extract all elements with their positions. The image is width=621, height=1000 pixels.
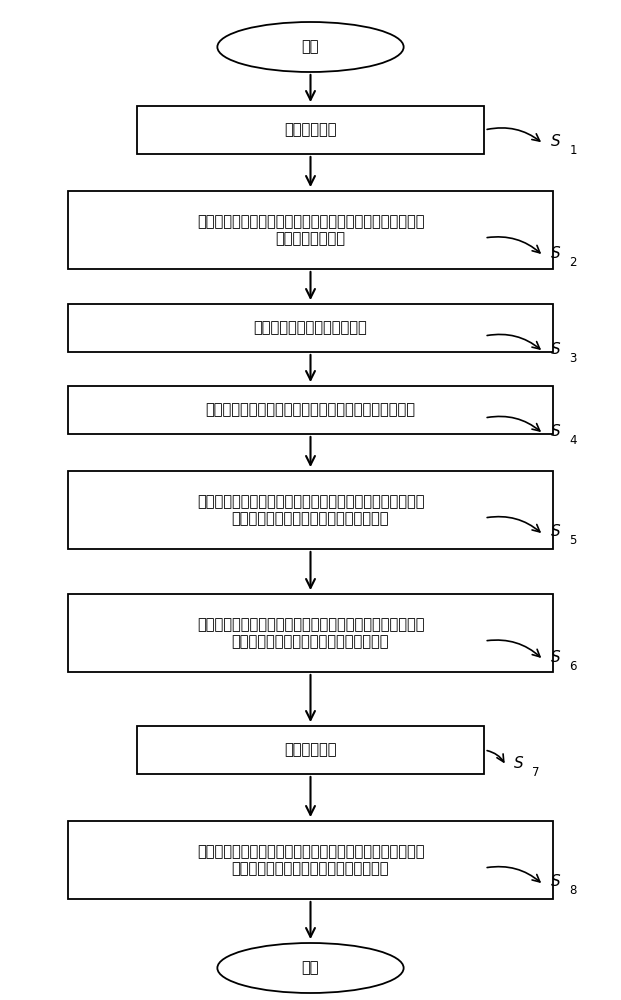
Text: S: S — [551, 424, 560, 438]
Text: 开始: 开始 — [302, 39, 319, 54]
FancyBboxPatch shape — [68, 191, 553, 269]
Text: S: S — [551, 874, 560, 890]
FancyBboxPatch shape — [68, 386, 553, 434]
Text: 聚焦超声换能器发出超声脉冲: 聚焦超声换能器发出超声脉冲 — [253, 320, 368, 336]
Text: 7: 7 — [532, 766, 540, 778]
Text: 调整超声换能器的位置和角度，当回波信号最强时，针尖反
射物的位置就是超声换能单元的焦点位置: 调整超声换能器的位置和角度，当回波信号最强时，针尖反 射物的位置就是超声换能单元… — [197, 494, 424, 526]
Text: 在脑定位仪上确定需要刺激的神经组织位置，在该位置处放
置一个针尖反射物: 在脑定位仪上确定需要刺激的神经组织位置，在该位置处放 置一个针尖反射物 — [197, 214, 424, 246]
Text: 8: 8 — [569, 884, 577, 898]
Text: 选择刺激模式: 选择刺激模式 — [284, 742, 337, 758]
Text: 5: 5 — [569, 534, 577, 548]
Ellipse shape — [217, 943, 404, 993]
Text: 2: 2 — [569, 255, 577, 268]
Text: 6: 6 — [569, 660, 577, 672]
Text: S: S — [514, 756, 523, 770]
Text: S: S — [551, 650, 560, 664]
Text: 选择适当的脉冲参数、脉冲电压以及超声换能器，超声换能
器产生超声刺激信号对神经组织进行调制: 选择适当的脉冲参数、脉冲电压以及超声换能器，超声换能 器产生超声刺激信号对神经组… — [197, 844, 424, 876]
FancyBboxPatch shape — [137, 726, 484, 774]
Text: 4: 4 — [569, 434, 577, 447]
FancyBboxPatch shape — [68, 471, 553, 549]
Text: 3: 3 — [569, 352, 577, 364]
FancyBboxPatch shape — [68, 594, 553, 672]
Text: S: S — [551, 524, 560, 540]
Text: S: S — [551, 133, 560, 148]
Text: S: S — [551, 342, 560, 357]
Text: S: S — [551, 245, 560, 260]
Text: 将超声换能器对准针尖反射物，用示波器观察回波信号: 将超声换能器对准针尖反射物，用示波器观察回波信号 — [206, 402, 415, 418]
FancyBboxPatch shape — [137, 106, 484, 154]
Text: 保持换能器位置不变，将针尖反射物从脑定位仪上移除，将
需刺激体按脑图谱要求固定在脑定位仪上: 保持换能器位置不变，将针尖反射物从脑定位仪上移除，将 需刺激体按脑图谱要求固定在… — [197, 617, 424, 649]
Text: 选择定位模式: 选择定位模式 — [284, 122, 337, 137]
FancyBboxPatch shape — [68, 304, 553, 352]
Text: 结束: 结束 — [302, 960, 319, 976]
FancyBboxPatch shape — [68, 821, 553, 899]
Ellipse shape — [217, 22, 404, 72]
Text: 1: 1 — [569, 143, 577, 156]
